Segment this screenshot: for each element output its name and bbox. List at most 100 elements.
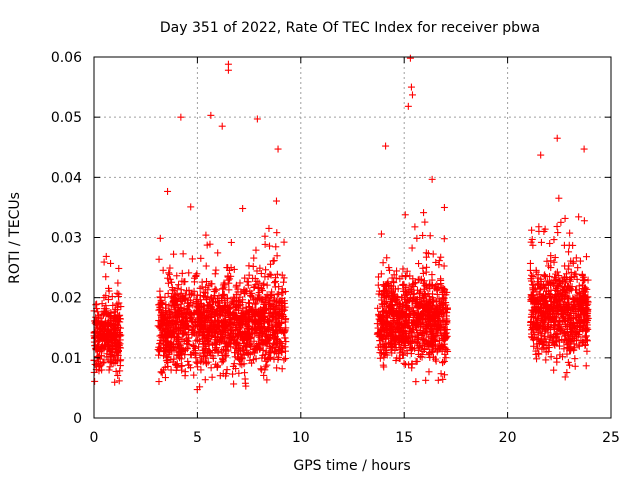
- data-point: [197, 254, 205, 262]
- data-point: [116, 340, 124, 348]
- data-point: [280, 238, 288, 246]
- data-point: [217, 328, 225, 336]
- data-point: [115, 329, 123, 337]
- data-point: [196, 351, 204, 359]
- data-point: [114, 279, 122, 287]
- data-point: [110, 322, 118, 330]
- data-point: [203, 301, 211, 309]
- data-point: [102, 342, 110, 350]
- data-point: [250, 254, 258, 262]
- data-point: [173, 321, 181, 329]
- data-point: [168, 332, 176, 340]
- data-point: [236, 279, 244, 287]
- data-point: [190, 278, 198, 286]
- data-point: [240, 360, 248, 368]
- data-point: [232, 341, 240, 349]
- data-point: [275, 309, 283, 317]
- data-point: [188, 255, 196, 263]
- data-point: [273, 229, 281, 237]
- data-point: [164, 362, 172, 370]
- data-point: [165, 351, 173, 359]
- data-point: [177, 286, 185, 294]
- data-point: [231, 349, 239, 357]
- data-point: [214, 362, 222, 370]
- data-point: [241, 379, 249, 387]
- data-point: [161, 348, 169, 356]
- data-point: [114, 372, 122, 380]
- data-point: [241, 369, 249, 377]
- data-point: [110, 314, 118, 322]
- data-point: [198, 356, 206, 364]
- data-point: [245, 262, 253, 270]
- data-point: [214, 348, 222, 356]
- data-point: [245, 271, 253, 279]
- data-point: [203, 278, 211, 286]
- data-point: [212, 266, 220, 274]
- data-point: [247, 291, 255, 299]
- data-point: [220, 290, 228, 298]
- data-point: [207, 364, 215, 372]
- data-point: [273, 364, 281, 372]
- data-point: [278, 295, 286, 303]
- data-point: [91, 377, 99, 385]
- data-point: [209, 341, 217, 349]
- data-point: [115, 377, 123, 385]
- data-point: [116, 362, 124, 370]
- data-point: [259, 346, 267, 354]
- data-point: [212, 325, 220, 333]
- data-point: [93, 342, 101, 350]
- data-point: [280, 356, 288, 364]
- data-point: [267, 290, 275, 298]
- data-point: [211, 285, 219, 293]
- data-point: [173, 272, 181, 280]
- data-point: [208, 373, 216, 381]
- data-point: [268, 322, 276, 330]
- data-point: [266, 344, 274, 352]
- data-point: [107, 352, 115, 360]
- data-point: [102, 273, 110, 281]
- data-point: [105, 366, 113, 374]
- data-point: [270, 295, 278, 303]
- data-point: [159, 266, 167, 274]
- data-point: [97, 361, 105, 369]
- chart-title: Day 351 of 2022, Rate Of TEC Index for r…: [160, 20, 540, 36]
- data-point: [113, 289, 121, 297]
- data-point: [158, 326, 166, 334]
- data-point: [202, 262, 210, 270]
- data-point: [158, 368, 166, 376]
- data-point: [155, 378, 163, 386]
- data-point: [225, 286, 233, 294]
- data-point: [93, 330, 101, 338]
- data-point: [219, 370, 227, 378]
- data-point: [156, 303, 164, 311]
- data-point: [97, 320, 105, 328]
- data-point: [257, 270, 265, 278]
- data-point: [104, 327, 112, 335]
- data-point: [263, 376, 271, 384]
- data-point: [115, 264, 123, 272]
- data-point: [237, 355, 245, 363]
- data-point: [169, 286, 177, 294]
- data-point: [229, 370, 237, 378]
- data-point: [219, 355, 227, 363]
- data-point: [216, 337, 224, 345]
- data-point: [181, 368, 189, 376]
- data-point: [156, 340, 164, 348]
- data-point: [261, 351, 269, 359]
- data-point: [212, 360, 220, 368]
- data-point: [206, 347, 214, 355]
- data-point: [272, 315, 280, 323]
- data-point: [189, 341, 197, 349]
- data-point: [252, 307, 260, 315]
- data-point: [111, 320, 119, 328]
- data-point: [161, 374, 169, 382]
- data-point: [213, 324, 221, 332]
- data-point: [112, 367, 120, 375]
- data-point: [167, 366, 175, 374]
- data-point: [166, 310, 174, 318]
- data-point: [208, 298, 216, 306]
- data-point: [160, 352, 168, 360]
- data-point: [273, 270, 281, 278]
- data-point: [192, 332, 200, 340]
